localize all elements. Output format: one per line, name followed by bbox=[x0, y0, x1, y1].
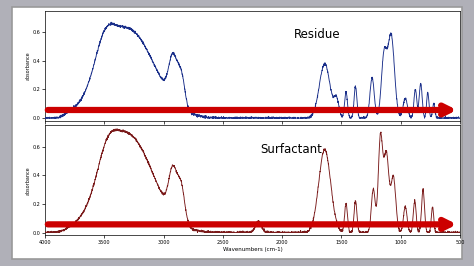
Text: Residue: Residue bbox=[294, 28, 340, 41]
X-axis label: Wavenumbers (cm-1): Wavenumbers (cm-1) bbox=[222, 247, 283, 252]
Text: Surfactant: Surfactant bbox=[261, 143, 323, 156]
Y-axis label: absorbance: absorbance bbox=[25, 166, 30, 194]
Y-axis label: absorbance: absorbance bbox=[25, 52, 30, 80]
FancyBboxPatch shape bbox=[12, 7, 462, 259]
